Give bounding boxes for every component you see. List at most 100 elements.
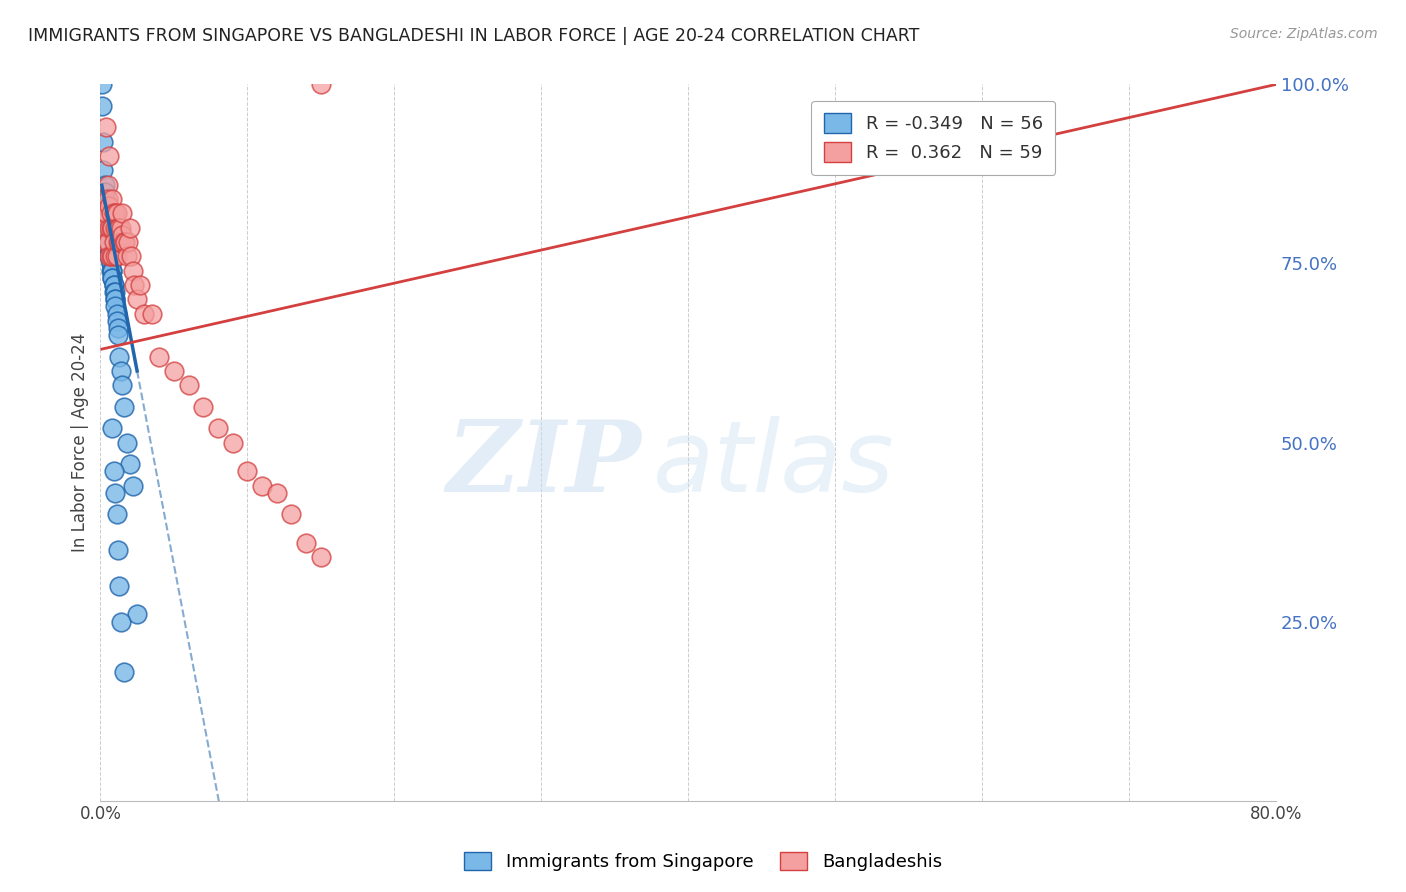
Point xyxy=(236,464,259,478)
Point xyxy=(98,199,121,213)
Point xyxy=(104,293,127,307)
Point xyxy=(117,235,139,249)
Point xyxy=(104,220,127,235)
Point xyxy=(112,665,135,679)
Point xyxy=(107,328,129,343)
Legend: Immigrants from Singapore, Bangladeshis: Immigrants from Singapore, Bangladeshis xyxy=(457,845,949,879)
Point xyxy=(98,249,121,263)
Point xyxy=(105,507,128,521)
Point xyxy=(96,120,118,135)
Point xyxy=(104,300,127,314)
Point xyxy=(108,220,131,235)
Point xyxy=(104,485,127,500)
Point xyxy=(110,615,132,629)
Point xyxy=(103,235,125,249)
Point xyxy=(118,457,141,471)
Point xyxy=(101,263,124,277)
Point xyxy=(193,400,215,414)
Point xyxy=(148,350,170,364)
Point xyxy=(221,435,243,450)
Point xyxy=(110,364,132,378)
Point xyxy=(96,199,118,213)
Point xyxy=(100,206,122,220)
Point xyxy=(97,178,120,192)
Point xyxy=(101,421,124,435)
Point xyxy=(96,213,118,227)
Point xyxy=(129,277,152,292)
Point xyxy=(98,149,121,163)
Point xyxy=(280,507,302,521)
Point xyxy=(103,277,125,292)
Point xyxy=(98,249,121,263)
Point xyxy=(101,220,124,235)
Point xyxy=(115,435,138,450)
Point xyxy=(97,235,120,249)
Point xyxy=(309,550,332,565)
Point xyxy=(98,249,121,263)
Point xyxy=(141,307,163,321)
Point xyxy=(98,235,121,249)
Point xyxy=(111,227,134,242)
Point xyxy=(104,293,127,307)
Point xyxy=(103,285,125,300)
Point xyxy=(98,242,121,256)
Point xyxy=(104,285,127,300)
Text: Source: ZipAtlas.com: Source: ZipAtlas.com xyxy=(1230,27,1378,41)
Point xyxy=(103,206,125,220)
Point xyxy=(108,235,131,249)
Point xyxy=(115,249,138,263)
Point xyxy=(127,607,149,622)
Point xyxy=(97,227,120,242)
Point xyxy=(118,220,141,235)
Point xyxy=(134,307,156,321)
Point xyxy=(96,206,118,220)
Point xyxy=(111,378,134,392)
Point xyxy=(100,256,122,270)
Point xyxy=(100,249,122,263)
Point xyxy=(266,485,288,500)
Text: ZIP: ZIP xyxy=(446,416,641,512)
Point xyxy=(101,192,124,206)
Text: IMMIGRANTS FROM SINGAPORE VS BANGLADESHI IN LABOR FORCE | AGE 20-24 CORRELATION : IMMIGRANTS FROM SINGAPORE VS BANGLADESHI… xyxy=(28,27,920,45)
Point xyxy=(104,206,127,220)
Point xyxy=(94,185,117,199)
Point xyxy=(91,163,114,178)
Point xyxy=(104,249,127,263)
Point xyxy=(122,277,145,292)
Point xyxy=(110,235,132,249)
Point xyxy=(100,256,122,270)
Point xyxy=(105,220,128,235)
Point xyxy=(121,263,143,277)
Point xyxy=(94,220,117,235)
Point xyxy=(163,364,186,378)
Point xyxy=(101,270,124,285)
Text: atlas: atlas xyxy=(652,416,894,513)
Point xyxy=(105,249,128,263)
Point xyxy=(101,263,124,277)
Point xyxy=(101,249,124,263)
Point xyxy=(103,464,125,478)
Point xyxy=(250,478,273,492)
Point xyxy=(112,400,135,414)
Point xyxy=(96,206,118,220)
Point xyxy=(108,579,131,593)
Point xyxy=(97,220,120,235)
Point xyxy=(101,270,124,285)
Point xyxy=(97,227,120,242)
Y-axis label: In Labor Force | Age 20-24: In Labor Force | Age 20-24 xyxy=(72,333,89,552)
Point xyxy=(114,235,136,249)
Point xyxy=(121,478,143,492)
Point xyxy=(90,78,112,92)
Point xyxy=(100,263,122,277)
Point xyxy=(97,192,120,206)
Point xyxy=(127,293,149,307)
Point xyxy=(309,78,332,92)
Point xyxy=(107,235,129,249)
Point xyxy=(94,178,117,192)
Point xyxy=(177,378,200,392)
Point xyxy=(105,314,128,328)
Point xyxy=(100,249,122,263)
Point xyxy=(108,350,131,364)
Legend: R = -0.349   N = 56, R =  0.362   N = 59: R = -0.349 N = 56, R = 0.362 N = 59 xyxy=(811,101,1056,175)
Point xyxy=(112,235,135,249)
